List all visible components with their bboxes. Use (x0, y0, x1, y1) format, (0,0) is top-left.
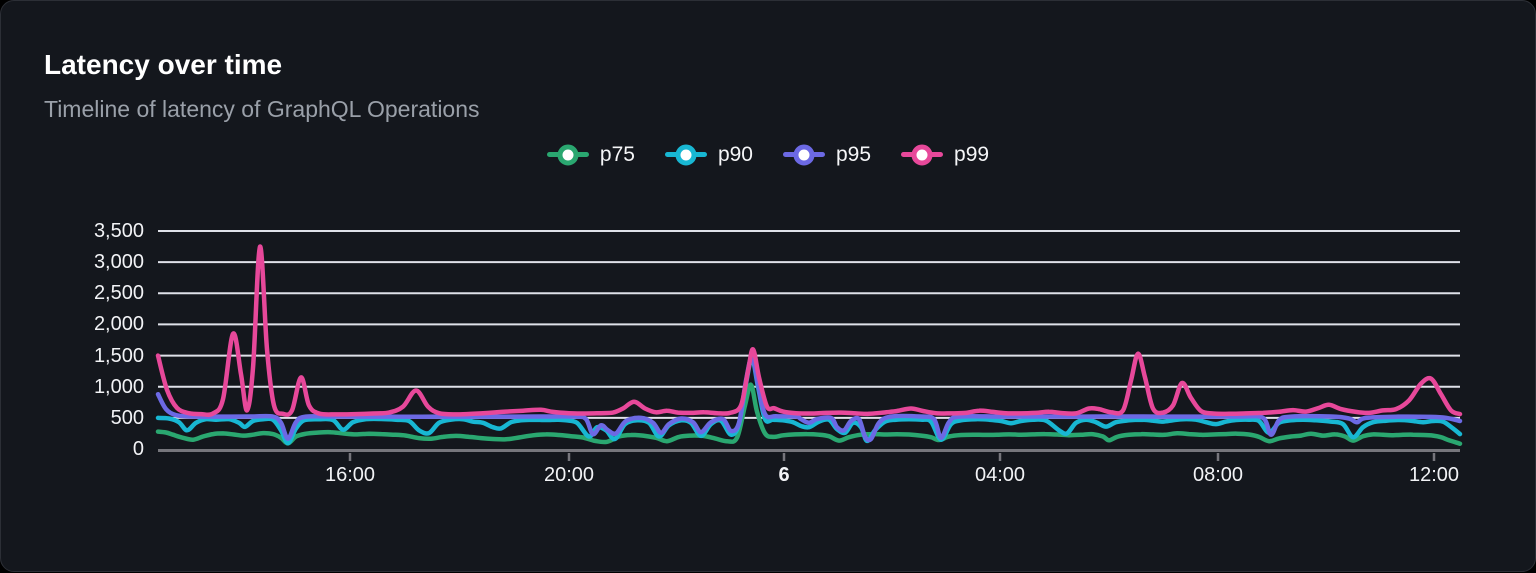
legend-marker-icon (664, 143, 707, 167)
legend-label: p99 (954, 143, 990, 166)
x-tick-label: 16:00 (324, 464, 376, 486)
y-tick-label: 500 (110, 407, 144, 429)
y-tick-label: 0 (132, 438, 144, 460)
y-tick-label: 1,500 (93, 345, 144, 367)
y-tick-label: 2,000 (93, 313, 144, 335)
y-tick-label: 1,000 (93, 376, 144, 398)
series-line-p99 (155, 244, 1463, 418)
legend-item-p95[interactable]: p95 (783, 143, 871, 167)
x-tick-label: 04:00 (974, 464, 1026, 486)
legend-item-p90[interactable]: p90 (664, 143, 753, 167)
series-line-p90 (155, 356, 1463, 446)
page-title: Latency over time (44, 49, 283, 80)
series-line-p75 (155, 382, 1463, 446)
x-tick-label: 12:00 (1408, 464, 1460, 486)
legend-label: p75 (599, 143, 635, 166)
legend-marker-icon (546, 143, 589, 167)
series-line-p95 (155, 354, 1463, 443)
legend-item-p99[interactable]: p99 (901, 143, 989, 167)
x-tick-label: 08:00 (1192, 464, 1244, 486)
legend-marker-icon (901, 143, 944, 167)
y-tick-label: 3,500 (93, 220, 144, 242)
x-tick-label: 6 (778, 464, 790, 486)
x-tick-label: 20:00 (543, 464, 595, 486)
page-subtitle: Timeline of latency of GraphQL Operation… (44, 96, 480, 122)
chart-legend: p75 p90 p95 p99 (1, 138, 1535, 172)
legend-label: p95 (836, 143, 872, 166)
legend-marker-icon (783, 143, 825, 167)
legend-label: p90 (717, 143, 753, 166)
y-tick-label: 3,000 (93, 251, 144, 273)
legend-item-p75[interactable]: p75 (546, 143, 635, 167)
y-tick-label: 2,500 (93, 282, 144, 304)
